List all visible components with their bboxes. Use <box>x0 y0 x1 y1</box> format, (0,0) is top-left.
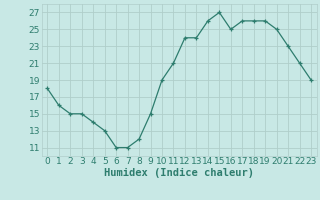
X-axis label: Humidex (Indice chaleur): Humidex (Indice chaleur) <box>104 168 254 178</box>
